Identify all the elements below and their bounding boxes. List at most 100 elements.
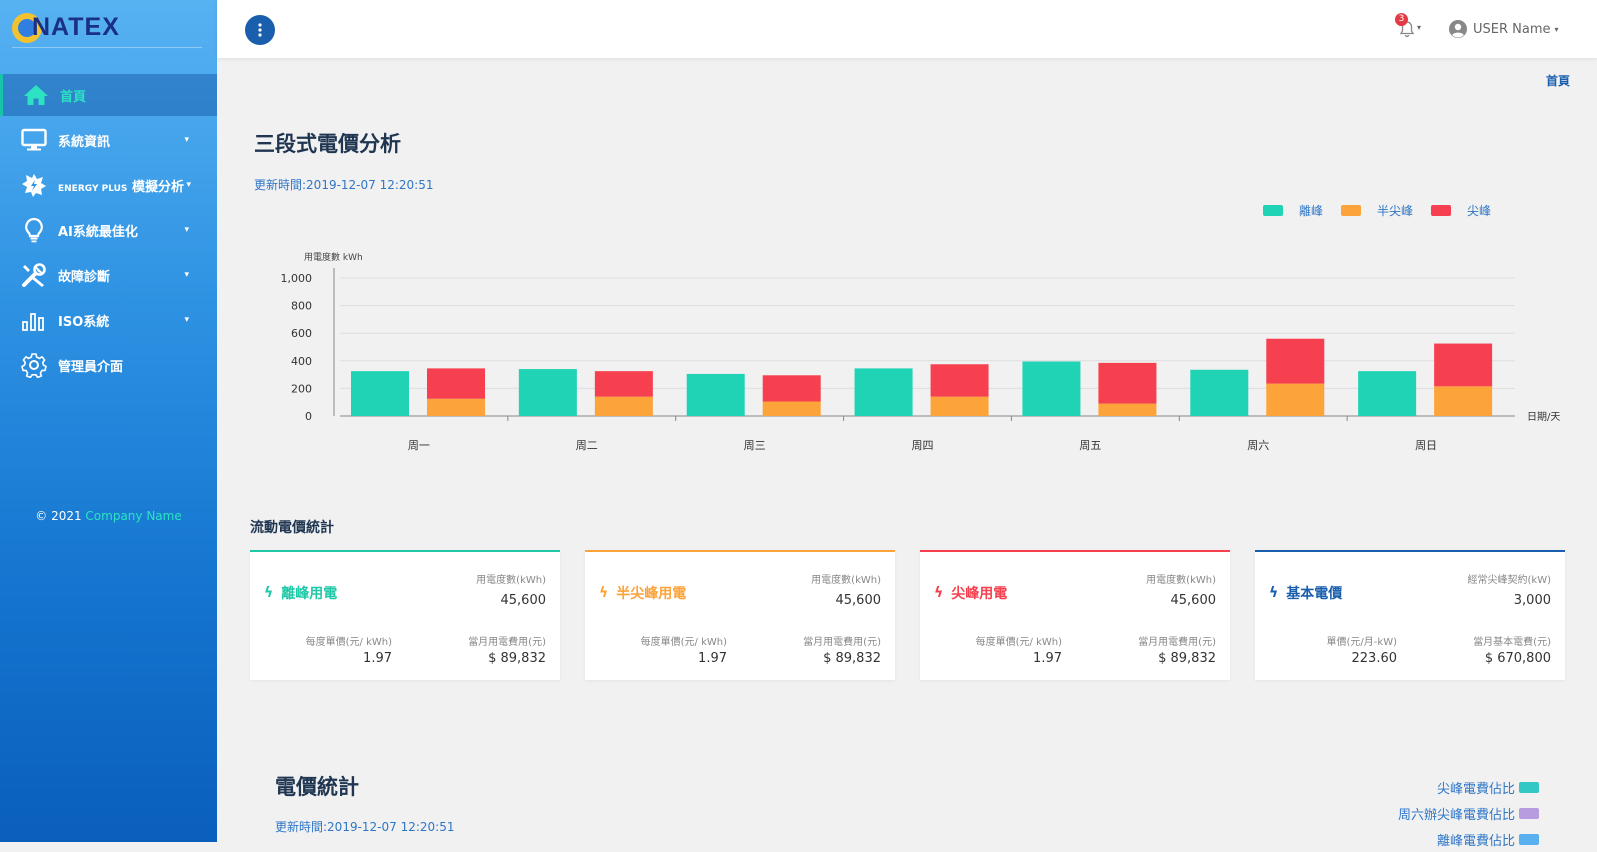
lightbulb-icon (20, 216, 48, 244)
card-title: ϟ 基本電價 (1269, 583, 1342, 603)
card-bl-label: 每度單價(元/ kWh) (975, 637, 1062, 648)
chevron-down-icon: ▾ (184, 270, 189, 280)
sidebar-item-energy-plus[interactable]: ENERGY PLUS 模擬分析 ▾ (0, 164, 217, 206)
bar-offpeak (1358, 371, 1417, 416)
notifications-button[interactable]: 3 ▾ (1395, 13, 1435, 41)
card-title: ϟ 尖峰用電 (934, 583, 1007, 603)
legend-swatch (1341, 205, 1362, 216)
company-link[interactable]: Company Name (85, 509, 182, 523)
section-title: 流動電價統計 (250, 520, 334, 536)
sidebar-item-label-small: ENERGY PLUS (58, 183, 128, 194)
tools-icon (20, 261, 48, 289)
brand-logo[interactable]: NATEX (12, 8, 202, 48)
home-icon (22, 81, 50, 109)
card-bl-value: 1.97 (363, 651, 392, 666)
card-title: ϟ 半尖峰用電 (599, 583, 686, 603)
notification-badge: 3 (1395, 13, 1408, 26)
legend-label: 尖峰電費佔比 (1436, 781, 1515, 797)
card-title-text: 基本電價 (1286, 586, 1343, 602)
bar-semipeak (1434, 386, 1493, 416)
bar-offpeak (1190, 369, 1249, 416)
price-legend[interactable]: 尖峰電費佔比 周六辦尖峰電費佔比 離峰電費佔比 (1398, 774, 1539, 852)
legend-item[interactable]: 離峰電費佔比 (1398, 826, 1539, 852)
x-axis-label: 日期/天 (1527, 411, 1560, 423)
card-top-label: 用電度數(kWh) (1146, 575, 1216, 586)
bar-peak (427, 368, 485, 399)
x-tick-label: 周日 (1415, 439, 1437, 452)
bar-offpeak (518, 369, 577, 416)
legend-label: 周六辦尖峰電費佔比 (1397, 807, 1515, 823)
sidebar-item-admin[interactable]: 管理員介面 (0, 344, 217, 386)
sidebar-item-label: 首頁 (60, 89, 87, 105)
x-tick-label: 周四 (912, 439, 934, 452)
sidebar-item-label-main: 模擬分析 (131, 179, 184, 195)
chevron-down-icon: ▾ (184, 225, 189, 235)
card-br-value: $ 89,832 (1158, 651, 1216, 666)
breadcrumb[interactable]: 首頁 (1546, 74, 1571, 88)
chevron-down-icon: ▾ (1554, 24, 1559, 34)
sidebar-item-label: 故障診斷 (58, 269, 111, 285)
sidebar-item-label: AI系統最佳化 (58, 224, 138, 240)
lightning-icon: ϟ (264, 585, 274, 601)
lightning-icon: ϟ (934, 585, 944, 601)
bar-offpeak (854, 368, 913, 416)
card-bl-label: 每度單價(元/ kWh) (640, 637, 727, 648)
x-tick-label: 周三 (744, 439, 766, 452)
legend-swatch (1431, 205, 1452, 216)
sidebar-item-label: ENERGY PLUS 模擬分析 (58, 176, 184, 195)
card-top-value: 45,600 (835, 593, 882, 608)
y-axis-label: 用電度數 kWh (304, 251, 363, 263)
legend-swatch (1519, 807, 1539, 819)
sidebar-item-iso[interactable]: ISO系統 ▾ (0, 299, 217, 341)
more-options-button[interactable] (245, 15, 275, 45)
bar-semipeak (427, 398, 485, 416)
bar-peak (930, 364, 989, 397)
user-menu[interactable]: USER Name ▾ (1449, 17, 1559, 41)
logo-mark-icon (12, 12, 42, 43)
energy-icon (20, 171, 48, 199)
sidebar-item-fault-diagnosis[interactable]: 故障診斷 ▾ (0, 254, 217, 296)
card-br-value: $ 670,800 (1484, 651, 1551, 666)
sidebar-item-home[interactable]: 首頁 (0, 74, 217, 116)
sidebar: NATEX 首頁 系統資訊 ▾ ENERGY PLUS 模擬分析 ▾ AI系統最… (0, 0, 217, 842)
vertical-dots-icon (258, 23, 262, 37)
update-time: 更新時間:2019-12-07 12:20:51 (254, 178, 434, 192)
card-br-label: 當月用電費用(元) (1138, 637, 1216, 648)
monitor-icon (20, 126, 48, 154)
sidebar-item-label: ISO系統 (58, 314, 110, 330)
legend-label: 離峰電費佔比 (1436, 833, 1515, 849)
legend-label: 離峰 (1299, 204, 1324, 218)
electricity-bar-chart: 用電度數 kWh 0 200 400 600 800 1,000 日期/天周一 周二 周三 周四 周五… (281, 251, 1561, 452)
card-bl-label: 每度單價(元/ kWh) (305, 637, 392, 648)
card-bl-value: 1.97 (1033, 651, 1062, 666)
legend-swatch (1263, 205, 1283, 216)
chevron-down-icon: ▾ (184, 135, 189, 145)
bar-semipeak (930, 396, 989, 416)
card-bl-label: 單價(元/月-kW) (1326, 637, 1397, 648)
bar-semipeak (594, 396, 653, 416)
chevron-down-icon: ▾ (184, 315, 189, 325)
sidebar-item-ai-optimization[interactable]: AI系統最佳化 ▾ (0, 209, 217, 251)
sidebar-item-system-info[interactable]: 系統資訊 ▾ (0, 119, 217, 161)
bar-offpeak (351, 371, 409, 416)
card-br-value: $ 89,832 (488, 651, 546, 666)
card-top-value: 45,600 (500, 593, 547, 608)
card-top-label: 用電度數(kWh) (811, 575, 881, 586)
sidebar-item-label: 管理員介面 (58, 359, 124, 375)
topbar: 3 ▾ USER Name ▾ (217, 0, 1597, 58)
card-top-value: 3,000 (1513, 593, 1551, 608)
bar-peak (1098, 362, 1157, 404)
chart-legend[interactable]: 離峰 半尖峰 尖峰 (1263, 202, 1509, 219)
peak-card: ϟ 尖峰用電 用電度數(kWh) 45,600 每度單價(元/ kWh) 1.97… (920, 550, 1230, 680)
bar-semipeak (762, 401, 821, 416)
legend-item[interactable]: 周六辦尖峰電費佔比 (1398, 800, 1539, 826)
user-name: USER Name (1473, 21, 1551, 37)
legend-item[interactable]: 尖峰電費佔比 (1398, 774, 1539, 800)
y-tick-label: 400 (291, 355, 312, 368)
card-top-label: 用電度數(kWh) (476, 575, 546, 586)
logo-text: NATEX (32, 13, 120, 41)
bar-semipeak (1266, 383, 1325, 416)
y-tick-label: 600 (291, 327, 312, 340)
bar-offpeak (686, 373, 745, 416)
gear-icon (20, 351, 48, 379)
